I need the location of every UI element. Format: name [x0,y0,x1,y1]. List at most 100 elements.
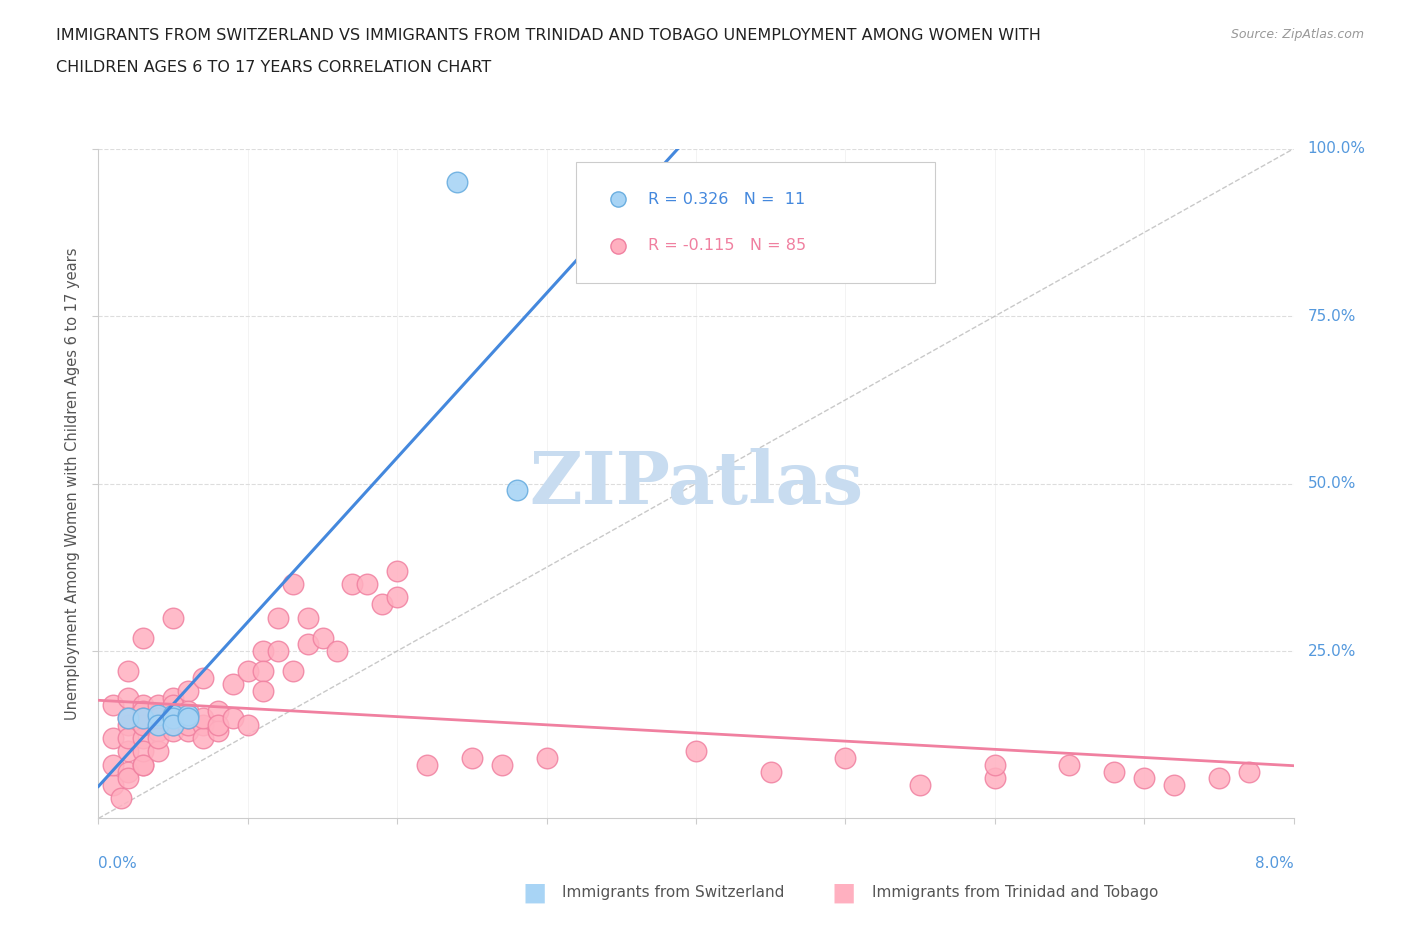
Text: 75.0%: 75.0% [1308,309,1355,324]
Point [834,751,856,765]
Point [117,731,139,746]
Text: R = -0.115   N = 85: R = -0.115 N = 85 [648,238,806,253]
Text: R = 0.326   N =  11: R = 0.326 N = 11 [648,192,806,206]
Point [162,724,184,738]
Point [148,707,170,722]
Point [908,777,931,792]
Text: 100.0%: 100.0% [1308,141,1365,156]
Point [491,757,513,772]
Point [177,707,200,722]
Point [132,731,155,746]
Point [162,690,184,705]
Point [162,717,184,732]
Point [252,664,274,679]
Point [1133,771,1156,786]
Point [685,744,707,759]
Point [281,577,304,591]
Point [117,664,139,679]
Point [162,610,184,625]
Point [162,717,184,732]
Point [983,771,1005,786]
Point [148,698,170,712]
Point [385,564,409,578]
Point [117,690,139,705]
Text: Source: ZipAtlas.com: Source: ZipAtlas.com [1230,28,1364,41]
Point [371,597,394,612]
Text: Immigrants from Trinidad and Tobago: Immigrants from Trinidad and Tobago [872,885,1159,900]
Point [103,731,125,746]
Point [252,644,274,658]
Point [222,711,245,725]
Point [267,610,290,625]
Point [191,717,214,732]
Point [311,631,333,645]
Point [983,757,1005,772]
Point [103,698,125,712]
Point [110,790,132,805]
Point [236,664,259,679]
Point [162,707,184,722]
Point [461,751,484,765]
Point [177,684,200,698]
Point [759,764,782,779]
Point [1208,771,1230,786]
Point [148,711,170,725]
Point [207,717,229,732]
Point [342,577,364,591]
Y-axis label: Unemployment Among Women with Children Ages 6 to 17 years: Unemployment Among Women with Children A… [65,247,80,720]
Point [117,771,139,786]
Point [103,777,125,792]
Point [132,757,155,772]
Point [132,711,155,725]
Point [132,698,155,712]
Point [148,711,170,725]
Point [132,757,155,772]
Point [103,757,125,772]
Point [162,698,184,712]
Point [148,744,170,759]
Point [148,724,170,738]
Text: IMMIGRANTS FROM SWITZERLAND VS IMMIGRANTS FROM TRINIDAD AND TOBAGO UNEMPLOYMENT : IMMIGRANTS FROM SWITZERLAND VS IMMIGRANT… [56,28,1040,43]
FancyBboxPatch shape [576,162,935,283]
Point [148,717,170,732]
Point [236,717,259,732]
Point [132,631,155,645]
Point [117,711,139,725]
Point [117,717,139,732]
Point [191,671,214,685]
Point [162,711,184,725]
Text: Immigrants from Switzerland: Immigrants from Switzerland [562,885,785,900]
Point [177,724,200,738]
Point [177,711,200,725]
Point [132,717,155,732]
Point [281,664,304,679]
Point [132,717,155,732]
Point [207,724,229,738]
Point [162,711,184,725]
Point [1059,757,1081,772]
Point [1163,777,1185,792]
Text: ▪: ▪ [831,874,856,911]
Text: ZIPatlas: ZIPatlas [529,448,863,519]
Point [297,637,319,652]
Point [177,704,200,719]
Text: 8.0%: 8.0% [1254,856,1294,870]
Point [385,590,409,604]
Point [267,644,290,658]
Point [297,610,319,625]
Point [162,704,184,719]
Point [191,731,214,746]
Point [207,704,229,719]
Point [177,711,200,725]
Point [132,704,155,719]
Point [132,711,155,725]
Text: CHILDREN AGES 6 TO 17 YEARS CORRELATION CHART: CHILDREN AGES 6 TO 17 YEARS CORRELATION … [56,60,492,75]
Point [132,744,155,759]
Point [117,744,139,759]
Point [177,717,200,732]
Text: 50.0%: 50.0% [1308,476,1355,491]
Text: ▪: ▪ [522,874,547,911]
Point [252,684,274,698]
Text: 0.0%: 0.0% [98,856,138,870]
Point [506,483,529,498]
